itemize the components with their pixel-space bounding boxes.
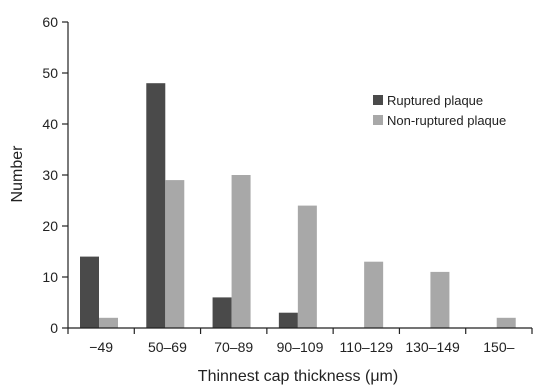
x-tick-label: 70–89 bbox=[214, 339, 253, 355]
bar-non-ruptured bbox=[496, 317, 516, 328]
x-axis-title: Thinnest cap thickness (μm) bbox=[198, 368, 398, 385]
x-tick-label: 90–109 bbox=[277, 339, 324, 355]
x-tick-label: 50–69 bbox=[148, 339, 187, 355]
legend-swatch bbox=[373, 95, 383, 105]
bar-ruptured bbox=[212, 297, 232, 328]
bar-non-ruptured bbox=[99, 317, 118, 328]
x-tick-label: 130–149 bbox=[405, 339, 460, 355]
legend-label: Non-ruptured plaque bbox=[387, 113, 506, 128]
bar-ruptured bbox=[146, 83, 166, 328]
y-tick-label: 10 bbox=[42, 269, 58, 285]
legend: Ruptured plaque Non-ruptured plaque bbox=[373, 93, 506, 128]
x-tick-label: 110–129 bbox=[340, 339, 394, 355]
bar-non-ruptured bbox=[430, 271, 450, 328]
y-tick-label: 30 bbox=[42, 167, 58, 183]
bar-non-ruptured bbox=[231, 175, 251, 328]
y-tick-label: 40 bbox=[42, 116, 58, 132]
y-tick-label: 0 bbox=[50, 320, 58, 336]
y-axis-ticks: 0 10 20 30 40 50 60 bbox=[42, 14, 68, 336]
legend-label: Ruptured plaque bbox=[387, 93, 483, 108]
bar-ruptured bbox=[278, 312, 298, 328]
y-tick-label: 60 bbox=[42, 14, 58, 30]
bar-non-ruptured bbox=[297, 205, 317, 328]
axes bbox=[67, 22, 532, 329]
legend-swatch bbox=[373, 115, 383, 125]
x-axis-ticks: −49 50–69 70–89 90–109 110–129 130–149 150– bbox=[67, 328, 533, 355]
bars bbox=[80, 83, 516, 328]
y-tick-label: 50 bbox=[42, 65, 58, 81]
bar-ruptured bbox=[80, 256, 99, 328]
y-axis-title: Number bbox=[9, 145, 26, 203]
x-tick-label: −49 bbox=[89, 339, 113, 355]
y-tick-label: 20 bbox=[42, 218, 58, 234]
bar-non-ruptured bbox=[364, 261, 384, 328]
x-tick-label: 150– bbox=[483, 339, 514, 355]
bar-non-ruptured bbox=[165, 180, 185, 328]
